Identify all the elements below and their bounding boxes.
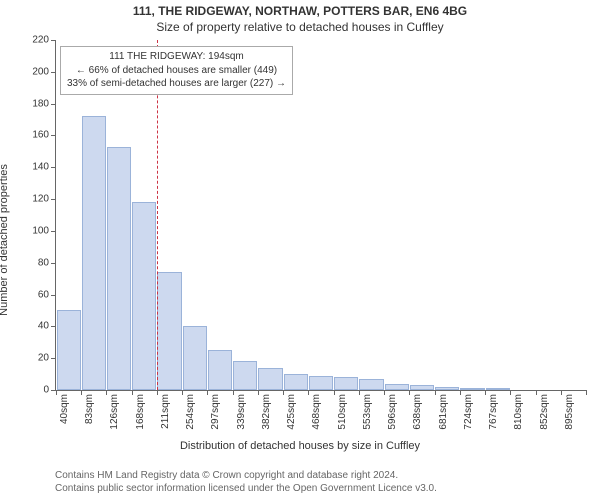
x-tick-label: 297sqm	[210, 394, 221, 430]
bar	[435, 387, 459, 390]
x-tick	[132, 390, 133, 395]
x-tick	[359, 390, 360, 395]
x-tick-label: 254sqm	[185, 394, 196, 430]
x-tick	[258, 390, 259, 395]
bar	[107, 147, 131, 390]
y-tick-label: 20	[38, 353, 49, 364]
y-tick-label: 140	[32, 162, 49, 173]
y-tick	[51, 135, 56, 136]
bar	[183, 326, 207, 390]
annotation-line2: ← 66% of detached houses are smaller (44…	[67, 64, 286, 78]
x-tick	[586, 390, 587, 395]
bar	[82, 116, 106, 390]
x-tick-label: 681sqm	[438, 394, 449, 430]
bar	[309, 376, 333, 390]
x-tick	[233, 390, 234, 395]
x-tick	[283, 390, 284, 395]
credits: Contains HM Land Registry data © Crown c…	[55, 469, 437, 495]
bar	[410, 385, 434, 390]
x-tick-label: 425sqm	[286, 394, 297, 430]
y-tick	[51, 199, 56, 200]
y-tick	[51, 104, 56, 105]
bar	[334, 377, 358, 390]
y-tick	[51, 295, 56, 296]
bar	[460, 388, 484, 390]
x-tick-label: 596sqm	[387, 394, 398, 430]
x-tick	[409, 390, 410, 395]
x-tick	[106, 390, 107, 395]
y-tick	[51, 326, 56, 327]
y-tick-label: 160	[32, 130, 49, 141]
y-tick-label: 180	[32, 98, 49, 109]
credits-line1: Contains HM Land Registry data © Crown c…	[55, 469, 437, 482]
y-tick	[51, 167, 56, 168]
bar	[284, 374, 308, 390]
y-tick	[51, 231, 56, 232]
annotation-box: 111 THE RIDGEWAY: 194sqm← 66% of detache…	[60, 46, 293, 95]
x-tick-label: 895sqm	[564, 394, 575, 430]
x-tick-label: 638sqm	[412, 394, 423, 430]
x-tick-label: 382sqm	[261, 394, 272, 430]
x-tick-label: 767sqm	[488, 394, 499, 430]
y-tick	[51, 72, 56, 73]
x-tick	[485, 390, 486, 395]
x-tick-label: 510sqm	[337, 394, 348, 430]
x-tick	[207, 390, 208, 395]
bar	[208, 350, 232, 390]
x-tick	[384, 390, 385, 395]
y-tick-label: 200	[32, 66, 49, 77]
x-tick-label: 83sqm	[84, 394, 95, 424]
bar	[486, 388, 510, 390]
x-tick-label: 126sqm	[109, 394, 120, 430]
x-tick	[182, 390, 183, 395]
chart-subtitle: Size of property relative to detached ho…	[0, 20, 600, 34]
bar	[132, 202, 156, 390]
chart-container: 111, THE RIDGEWAY, NORTHAW, POTTERS BAR,…	[0, 0, 600, 500]
x-tick-label: 810sqm	[513, 394, 524, 430]
y-tick-label: 220	[32, 35, 49, 46]
bar	[57, 310, 81, 390]
y-tick-label: 100	[32, 225, 49, 236]
y-tick	[51, 358, 56, 359]
x-tick	[56, 390, 57, 395]
bar	[359, 379, 383, 390]
x-tick-label: 553sqm	[362, 394, 373, 430]
x-tick	[435, 390, 436, 395]
x-tick	[536, 390, 537, 395]
chart-title: 111, THE RIDGEWAY, NORTHAW, POTTERS BAR,…	[0, 4, 600, 18]
y-axis-label: Number of detached properties	[0, 164, 10, 316]
x-tick	[308, 390, 309, 395]
y-tick-label: 80	[38, 257, 49, 268]
y-tick-label: 0	[43, 385, 49, 396]
x-tick-label: 339sqm	[236, 394, 247, 430]
y-tick	[51, 40, 56, 41]
y-tick-label: 60	[38, 289, 49, 300]
x-tick	[334, 390, 335, 395]
annotation-line3: 33% of semi-detached houses are larger (…	[67, 77, 286, 91]
x-axis-label: Distribution of detached houses by size …	[0, 440, 600, 452]
x-tick	[561, 390, 562, 395]
plot-area: 02040608010012014016018020022040sqm83sqm…	[55, 40, 586, 391]
y-tick-label: 120	[32, 194, 49, 205]
x-tick-label: 468sqm	[311, 394, 322, 430]
x-tick	[81, 390, 82, 395]
x-tick	[460, 390, 461, 395]
x-tick-label: 168sqm	[135, 394, 146, 430]
x-tick	[157, 390, 158, 395]
annotation-line1: 111 THE RIDGEWAY: 194sqm	[67, 50, 286, 64]
x-tick	[510, 390, 511, 395]
bar	[233, 361, 257, 390]
bar	[385, 384, 409, 390]
x-tick-label: 852sqm	[539, 394, 550, 430]
bar	[258, 368, 282, 390]
x-tick-label: 724sqm	[463, 394, 474, 430]
x-tick-label: 40sqm	[59, 394, 70, 424]
bar	[157, 272, 181, 390]
y-tick-label: 40	[38, 321, 49, 332]
credits-line2: Contains public sector information licen…	[55, 482, 437, 495]
x-tick-label: 211sqm	[160, 394, 171, 429]
y-tick	[51, 263, 56, 264]
